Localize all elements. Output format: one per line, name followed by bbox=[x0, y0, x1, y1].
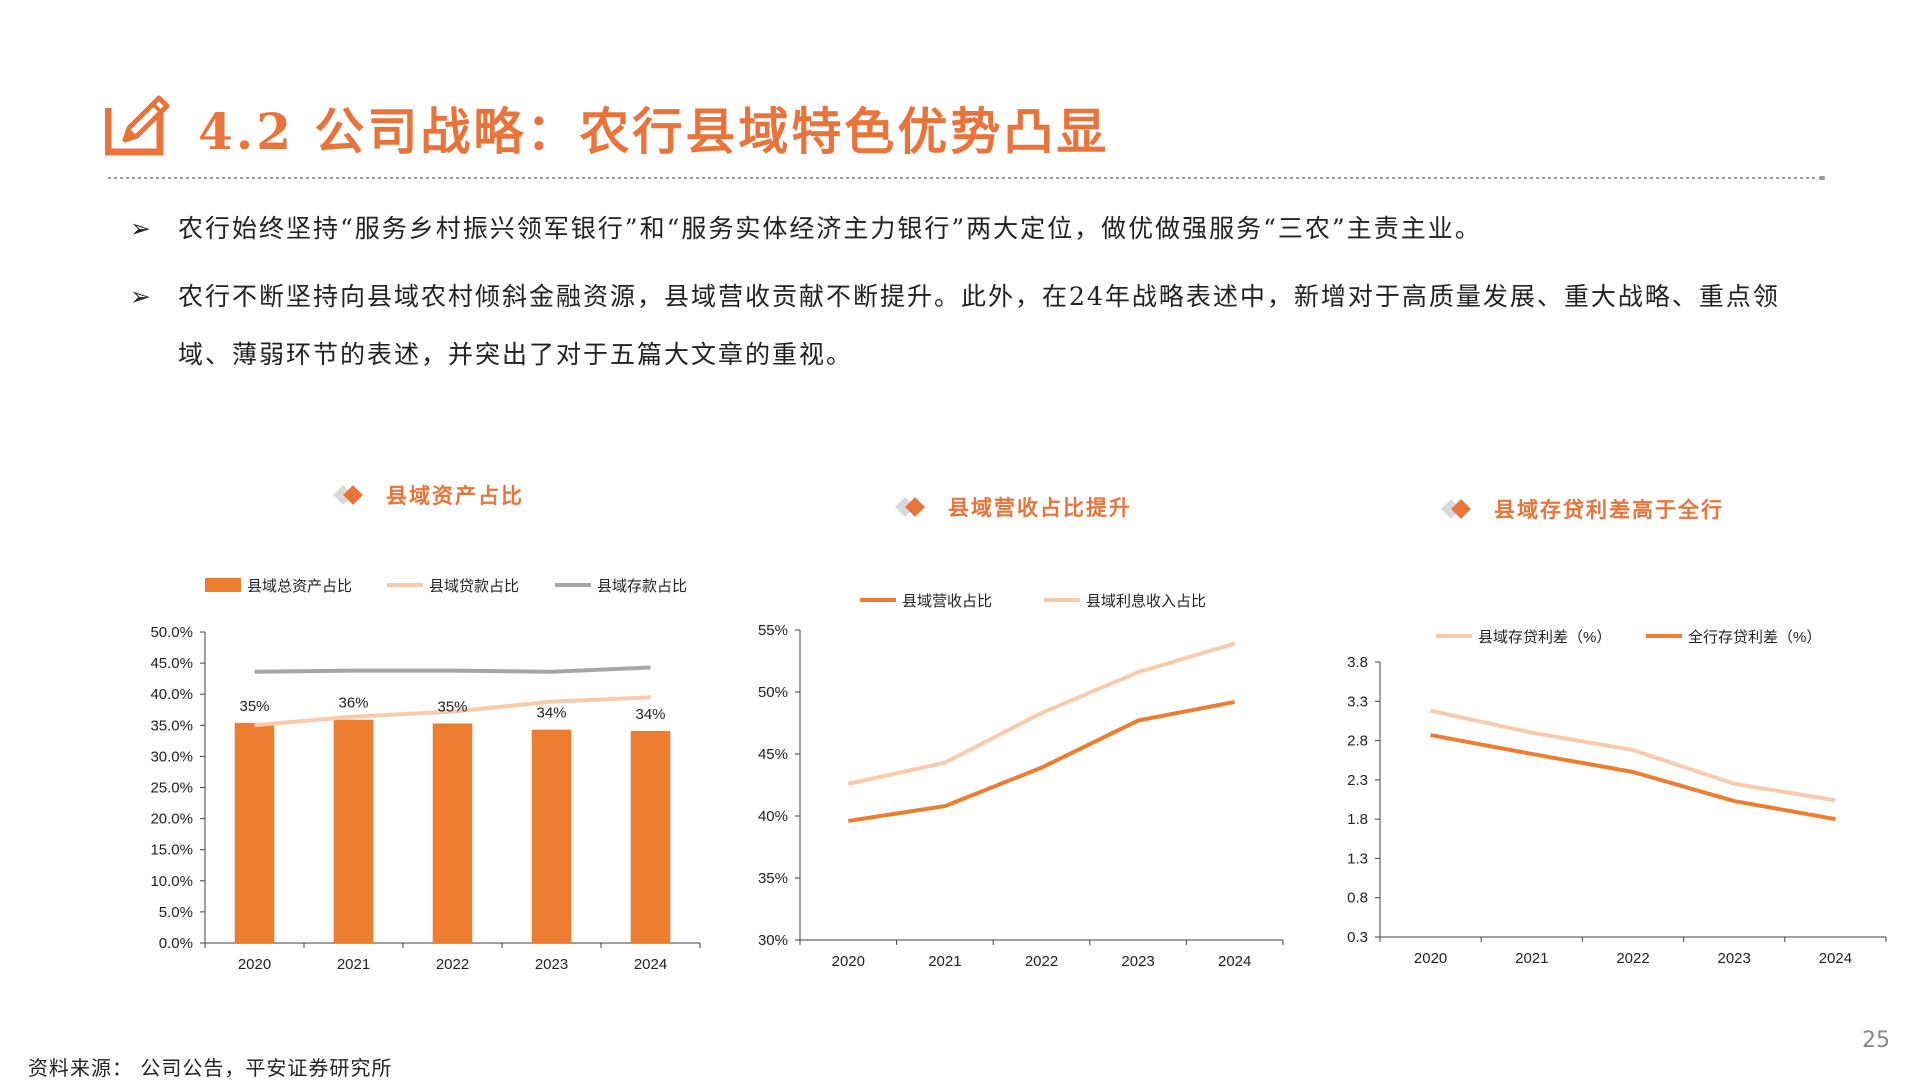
y-tick-label: 1.3 bbox=[1347, 850, 1368, 867]
panel-header: 县域营收占比提升 bbox=[892, 492, 1132, 522]
diamond-icon bbox=[892, 494, 934, 520]
y-tick-label: 5.0% bbox=[159, 904, 193, 921]
x-tick-label: 2024 bbox=[1218, 953, 1251, 970]
x-tick-label: 2021 bbox=[928, 953, 961, 970]
x-tick-label: 2021 bbox=[1515, 950, 1548, 967]
x-tick-label: 2022 bbox=[1025, 953, 1058, 970]
data-label: 35% bbox=[239, 698, 269, 715]
y-tick-label: 35.0% bbox=[150, 717, 193, 734]
bullet-text: 农行始终坚持“服务乡村振兴领军银行”和“服务实体经济主力银行”两大定位，做优做强… bbox=[178, 200, 1838, 258]
y-tick-label: 50.0% bbox=[150, 624, 193, 641]
bullet-arrow-icon: ➢ bbox=[130, 268, 178, 326]
panel-title: 县域资产占比 bbox=[386, 480, 524, 510]
pencil-note-icon bbox=[105, 90, 173, 158]
bullet-item: ➢农行始终坚持“服务乡村振兴领军银行”和“服务实体经济主力银行”两大定位，做优做… bbox=[130, 200, 1838, 258]
data-label: 36% bbox=[338, 695, 368, 712]
y-tick-label: 10.0% bbox=[150, 873, 193, 890]
y-tick-label: 50% bbox=[758, 684, 788, 701]
y-tick-label: 25.0% bbox=[150, 780, 193, 797]
series-line bbox=[255, 667, 651, 671]
series-line bbox=[1431, 735, 1836, 819]
y-tick-label: 30.0% bbox=[150, 748, 193, 765]
y-tick-label: 30% bbox=[758, 932, 788, 949]
x-tick-label: 2022 bbox=[436, 956, 469, 973]
x-tick-label: 2023 bbox=[1718, 950, 1751, 967]
x-tick-label: 2020 bbox=[1414, 950, 1447, 967]
x-tick-label: 2024 bbox=[634, 956, 667, 973]
county-asset-share-chart: 0.0% 5.0% 10.0% 15.0% 20.0% 25.0% 30.0% 35.0% 40… bbox=[120, 565, 720, 985]
x-tick-label: 2023 bbox=[1121, 953, 1154, 970]
bar bbox=[334, 720, 374, 943]
y-tick-label: 1.8 bbox=[1347, 811, 1368, 828]
bar bbox=[631, 731, 671, 943]
y-tick-label: 3.3 bbox=[1347, 693, 1368, 710]
legend-label: 县域存款占比 bbox=[597, 578, 687, 595]
bar bbox=[532, 730, 572, 943]
y-tick-label: 45.0% bbox=[150, 655, 193, 672]
county-spread-chart: 0.3 0.8 1.3 1.8 2.3 2.8 3.3 3.8 2020 2021 2022 2023… bbox=[1320, 612, 1900, 972]
y-tick-label: 15.0% bbox=[150, 842, 193, 859]
bullet-text: 农行不断坚持向县域农村倾斜金融资源，县域营收贡献不断提升。此外，在24年战略表述… bbox=[178, 268, 1818, 384]
bar bbox=[235, 723, 275, 943]
legend-label: 县域利息收入占比 bbox=[1086, 593, 1206, 610]
bullet-arrow-icon: ➢ bbox=[130, 200, 178, 258]
bar bbox=[433, 723, 473, 943]
legend-label: 县域营收占比 bbox=[902, 593, 992, 610]
diamond-icon bbox=[1438, 496, 1480, 522]
series-line bbox=[1431, 711, 1836, 801]
legend-label: 县域总资产占比 bbox=[247, 578, 352, 595]
y-tick-label: 55% bbox=[758, 622, 788, 639]
legend-label: 全行存贷利差（%） bbox=[1688, 628, 1821, 646]
panel-header: 县域资产占比 bbox=[330, 480, 524, 510]
bullet-item: ➢农行不断坚持向县域农村倾斜金融资源，县域营收贡献不断提升。此外，在24年战略表… bbox=[130, 268, 1818, 384]
x-tick-label: 2023 bbox=[535, 956, 568, 973]
series-line bbox=[848, 702, 1234, 821]
y-tick-label: 40% bbox=[758, 808, 788, 825]
title-divider bbox=[108, 176, 1828, 180]
data-label: 34% bbox=[536, 705, 566, 722]
panel-title: 县域存贷利差高于全行 bbox=[1494, 494, 1724, 524]
y-tick-label: 0.0% bbox=[159, 935, 193, 952]
x-tick-label: 2020 bbox=[238, 956, 271, 973]
panel-title: 县域营收占比提升 bbox=[948, 492, 1132, 522]
x-tick-label: 2022 bbox=[1616, 950, 1649, 967]
diamond-icon bbox=[330, 482, 372, 508]
legend-swatch bbox=[205, 578, 241, 592]
legend-label: 县域贷款占比 bbox=[429, 578, 519, 595]
county-revenue-share-chart: 30% 35% 40% 45% 50% 55% 2020 2021 2022 2023 2024 县域… bbox=[740, 580, 1310, 980]
panel-header: 县域存贷利差高于全行 bbox=[1438, 494, 1724, 524]
x-tick-label: 2020 bbox=[832, 953, 865, 970]
page-title: 4.2 公司战略：农行县域特色优势凸显 bbox=[198, 92, 1109, 164]
y-tick-label: 35% bbox=[758, 870, 788, 887]
page-number: 25 bbox=[1862, 1028, 1890, 1053]
y-tick-label: 3.8 bbox=[1347, 654, 1368, 671]
y-tick-label: 45% bbox=[758, 746, 788, 763]
x-tick-label: 2021 bbox=[337, 956, 370, 973]
y-tick-label: 2.8 bbox=[1347, 733, 1368, 750]
y-tick-label: 0.8 bbox=[1347, 890, 1368, 907]
y-tick-label: 2.3 bbox=[1347, 772, 1368, 789]
y-tick-label: 0.3 bbox=[1347, 929, 1368, 946]
legend-label: 县域存贷利差（%） bbox=[1478, 629, 1611, 646]
y-tick-label: 40.0% bbox=[150, 686, 193, 703]
data-label: 35% bbox=[437, 698, 467, 715]
x-tick-label: 2024 bbox=[1819, 950, 1852, 967]
data-label: 34% bbox=[635, 706, 665, 723]
source-note: 资料来源： 公司公告，平安证券研究所 bbox=[28, 1052, 392, 1081]
y-tick-label: 20.0% bbox=[150, 811, 193, 828]
